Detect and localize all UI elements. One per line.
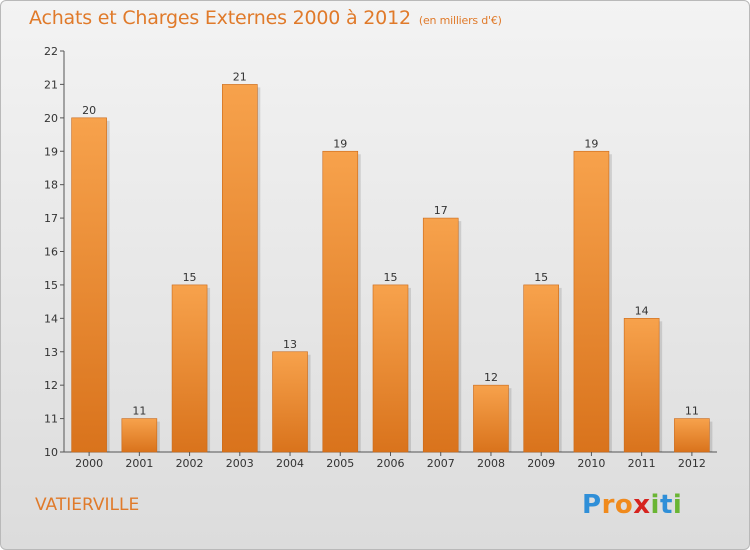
bar: [623, 318, 660, 453]
x-tick-label: 2004: [276, 457, 304, 470]
y-tick-label: 22: [44, 45, 58, 58]
x-tick-label: 2001: [125, 457, 153, 470]
x-tick-label: 2006: [377, 457, 405, 470]
data-label: 19: [333, 137, 347, 150]
data-label: 15: [534, 271, 548, 284]
data-label: 19: [584, 137, 598, 150]
y-tick-label: 18: [44, 179, 58, 192]
logo-letter: t: [659, 490, 673, 520]
data-label: 12: [484, 371, 498, 384]
y-tick-label: 20: [44, 112, 58, 125]
bar: [71, 117, 107, 453]
x-tick-label: 2007: [427, 457, 455, 470]
bar: [272, 351, 308, 453]
x-tick-label: 2011: [628, 457, 656, 470]
bar: [171, 284, 208, 453]
x-tick-label: 2012: [678, 457, 706, 470]
bar: [674, 418, 710, 453]
logo-letter: i: [650, 490, 660, 520]
logo-letter: P: [582, 490, 602, 520]
data-label: 14: [635, 304, 649, 317]
bar: [372, 284, 409, 453]
chart-title-text: Achats et Charges Externes 2000 à 2012: [29, 7, 411, 29]
bar: [523, 284, 559, 453]
y-tick-label: 13: [44, 346, 58, 359]
bar: [573, 150, 610, 453]
logo-letter: o: [614, 490, 634, 520]
y-tick-label: 21: [44, 78, 58, 91]
y-tick-label: 15: [44, 279, 58, 292]
y-tick-label: 10: [44, 446, 58, 459]
x-tick-label: 2009: [527, 457, 555, 470]
chart-subtitle: (en milliers d'€): [418, 14, 502, 27]
logo-letter: x: [633, 490, 651, 520]
data-label: 21: [233, 70, 247, 83]
data-label: 11: [685, 405, 699, 418]
data-label: 11: [132, 405, 146, 418]
data-label: 20: [82, 104, 96, 117]
data-label: 17: [434, 204, 448, 217]
logo-letter: r: [601, 490, 615, 520]
data-label: 13: [283, 338, 297, 351]
x-tick-label: 2002: [176, 457, 204, 470]
x-tick-label: 2005: [326, 457, 354, 470]
x-tick-label: 2003: [226, 457, 254, 470]
bar: [121, 418, 158, 453]
y-tick-label: 19: [44, 145, 58, 158]
y-tick-label: 14: [44, 312, 58, 325]
x-tick-label: 2008: [477, 457, 505, 470]
bar: [322, 150, 359, 453]
data-label: 15: [384, 271, 398, 284]
logo-letter: i: [672, 490, 683, 520]
chart-title: Achats et Charges Externes 2000 à 2012 (e…: [29, 7, 502, 29]
y-tick-label: 16: [44, 246, 58, 259]
bar: [222, 84, 258, 453]
y-tick-label: 12: [44, 379, 58, 392]
bar: [473, 384, 509, 453]
commune-name: VATIERVILLE: [35, 495, 140, 515]
x-tick-label: 2000: [75, 457, 103, 470]
proxiti-logo[interactable]: Proxiti: [582, 490, 682, 520]
bar: [422, 217, 459, 453]
x-tick-label: 2010: [577, 457, 605, 470]
y-tick-label: 17: [44, 212, 58, 225]
data-label: 15: [183, 271, 197, 284]
y-tick-label: 11: [44, 413, 58, 426]
